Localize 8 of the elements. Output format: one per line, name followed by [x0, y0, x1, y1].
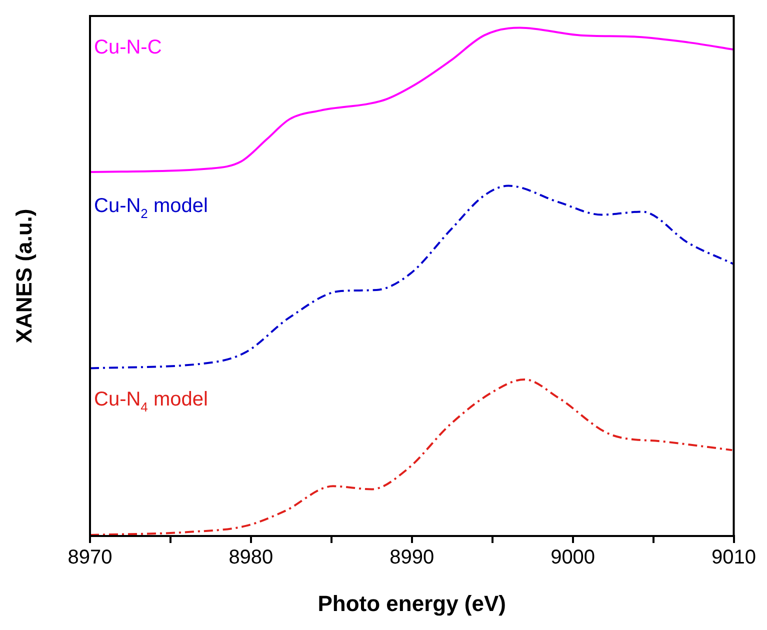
x-tick-label: 9010 [712, 546, 756, 569]
x-tick-label: 9000 [550, 546, 596, 569]
x-axis-title: Photo energy (eV) [318, 590, 506, 616]
x-tick-label: 8990 [390, 546, 434, 569]
x-tick-label: 8970 [68, 546, 112, 569]
y-axis-title: XANES (a.u.) [11, 208, 36, 344]
x-tick-label: 8980 [228, 546, 274, 569]
text: Cu-N-C [94, 36, 162, 59]
